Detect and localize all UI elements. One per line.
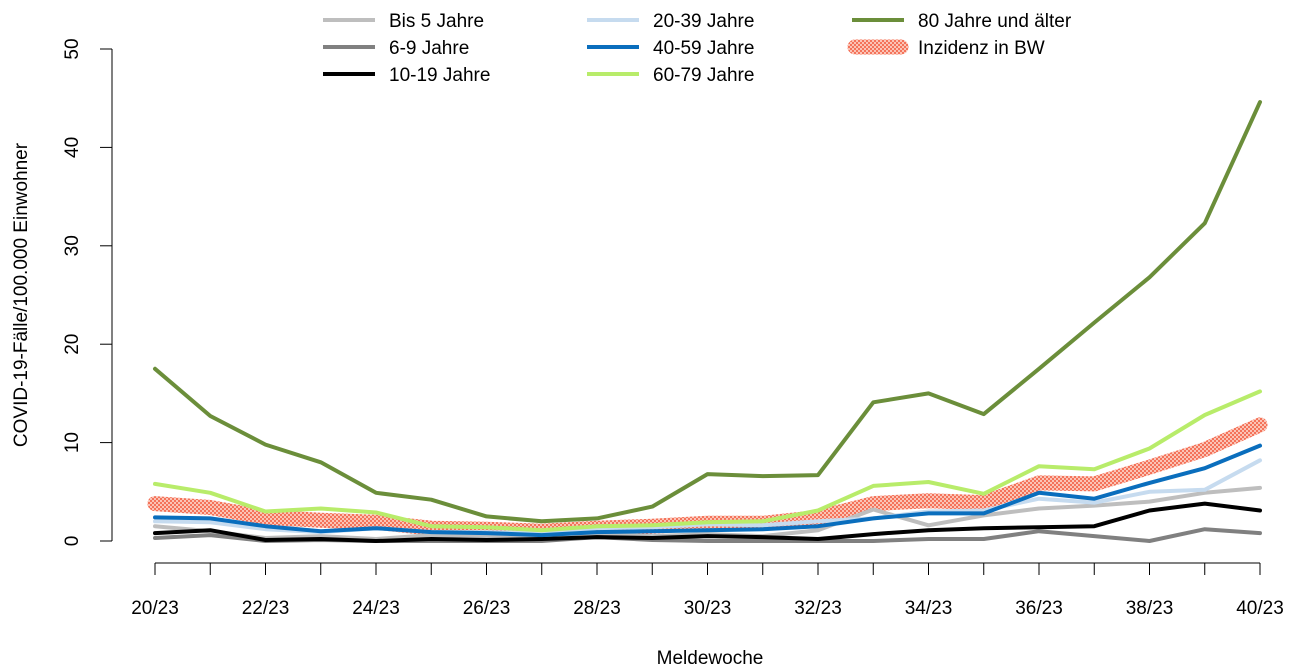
legend-label: 10-19 Jahre bbox=[389, 65, 490, 86]
x-tick-label: 24/23 bbox=[352, 598, 400, 619]
y-tick-label: 20 bbox=[62, 334, 83, 355]
legend-label: 20-39 Jahre bbox=[653, 11, 754, 32]
x-tick-label: 38/23 bbox=[1126, 598, 1174, 619]
series-line bbox=[153, 100, 1262, 524]
legend-label: Inzidenz in BW bbox=[918, 38, 1045, 59]
legend-label: 40-59 Jahre bbox=[653, 38, 754, 59]
series-line bbox=[153, 501, 1262, 543]
plot-lines bbox=[147, 100, 1268, 543]
x-tick-label: 36/23 bbox=[1015, 598, 1063, 619]
series-line bbox=[153, 389, 1262, 533]
series-line bbox=[147, 417, 1268, 539]
x-tick-label: 30/23 bbox=[684, 598, 732, 619]
x-tick-label: 32/23 bbox=[794, 598, 842, 619]
y-tick-label: 50 bbox=[62, 38, 83, 59]
series-line bbox=[153, 485, 1262, 541]
series-line bbox=[153, 443, 1262, 538]
y-axis: 0 10 20 30 40 50 bbox=[62, 38, 113, 547]
y-tick-label: 40 bbox=[62, 137, 83, 158]
legend-label: 6-9 Jahre bbox=[389, 38, 469, 59]
legend-label: 60-79 Jahre bbox=[653, 65, 754, 86]
y-tick-label: 10 bbox=[62, 432, 83, 453]
legend: Bis 5 Jahre 6-9 Jahre 10-19 Jahre 20-39 Jah… bbox=[323, 11, 1072, 86]
x-axis-title: Meldewoche bbox=[657, 648, 764, 669]
x-tick-label: 20/23 bbox=[131, 598, 179, 619]
x-tick-label: 28/23 bbox=[573, 598, 621, 619]
y-axis-title: COVID-19-Fälle/100.000 Einwohner bbox=[11, 142, 32, 447]
x-tick-label: 22/23 bbox=[242, 598, 290, 619]
x-tick-label: 26/23 bbox=[463, 598, 511, 619]
legend-label: Bis 5 Jahre bbox=[389, 11, 484, 32]
x-axis: 20/23 22/23 24/23 26/23 28/23 30/23 32/23 34/23… bbox=[131, 562, 1284, 619]
x-tick-label: 40/23 bbox=[1236, 598, 1284, 619]
x-tick-label: 34/23 bbox=[905, 598, 953, 619]
legend-label: 80 Jahre und älter bbox=[918, 11, 1072, 32]
y-tick-label: 0 bbox=[62, 536, 83, 547]
y-tick-label: 30 bbox=[62, 235, 83, 256]
